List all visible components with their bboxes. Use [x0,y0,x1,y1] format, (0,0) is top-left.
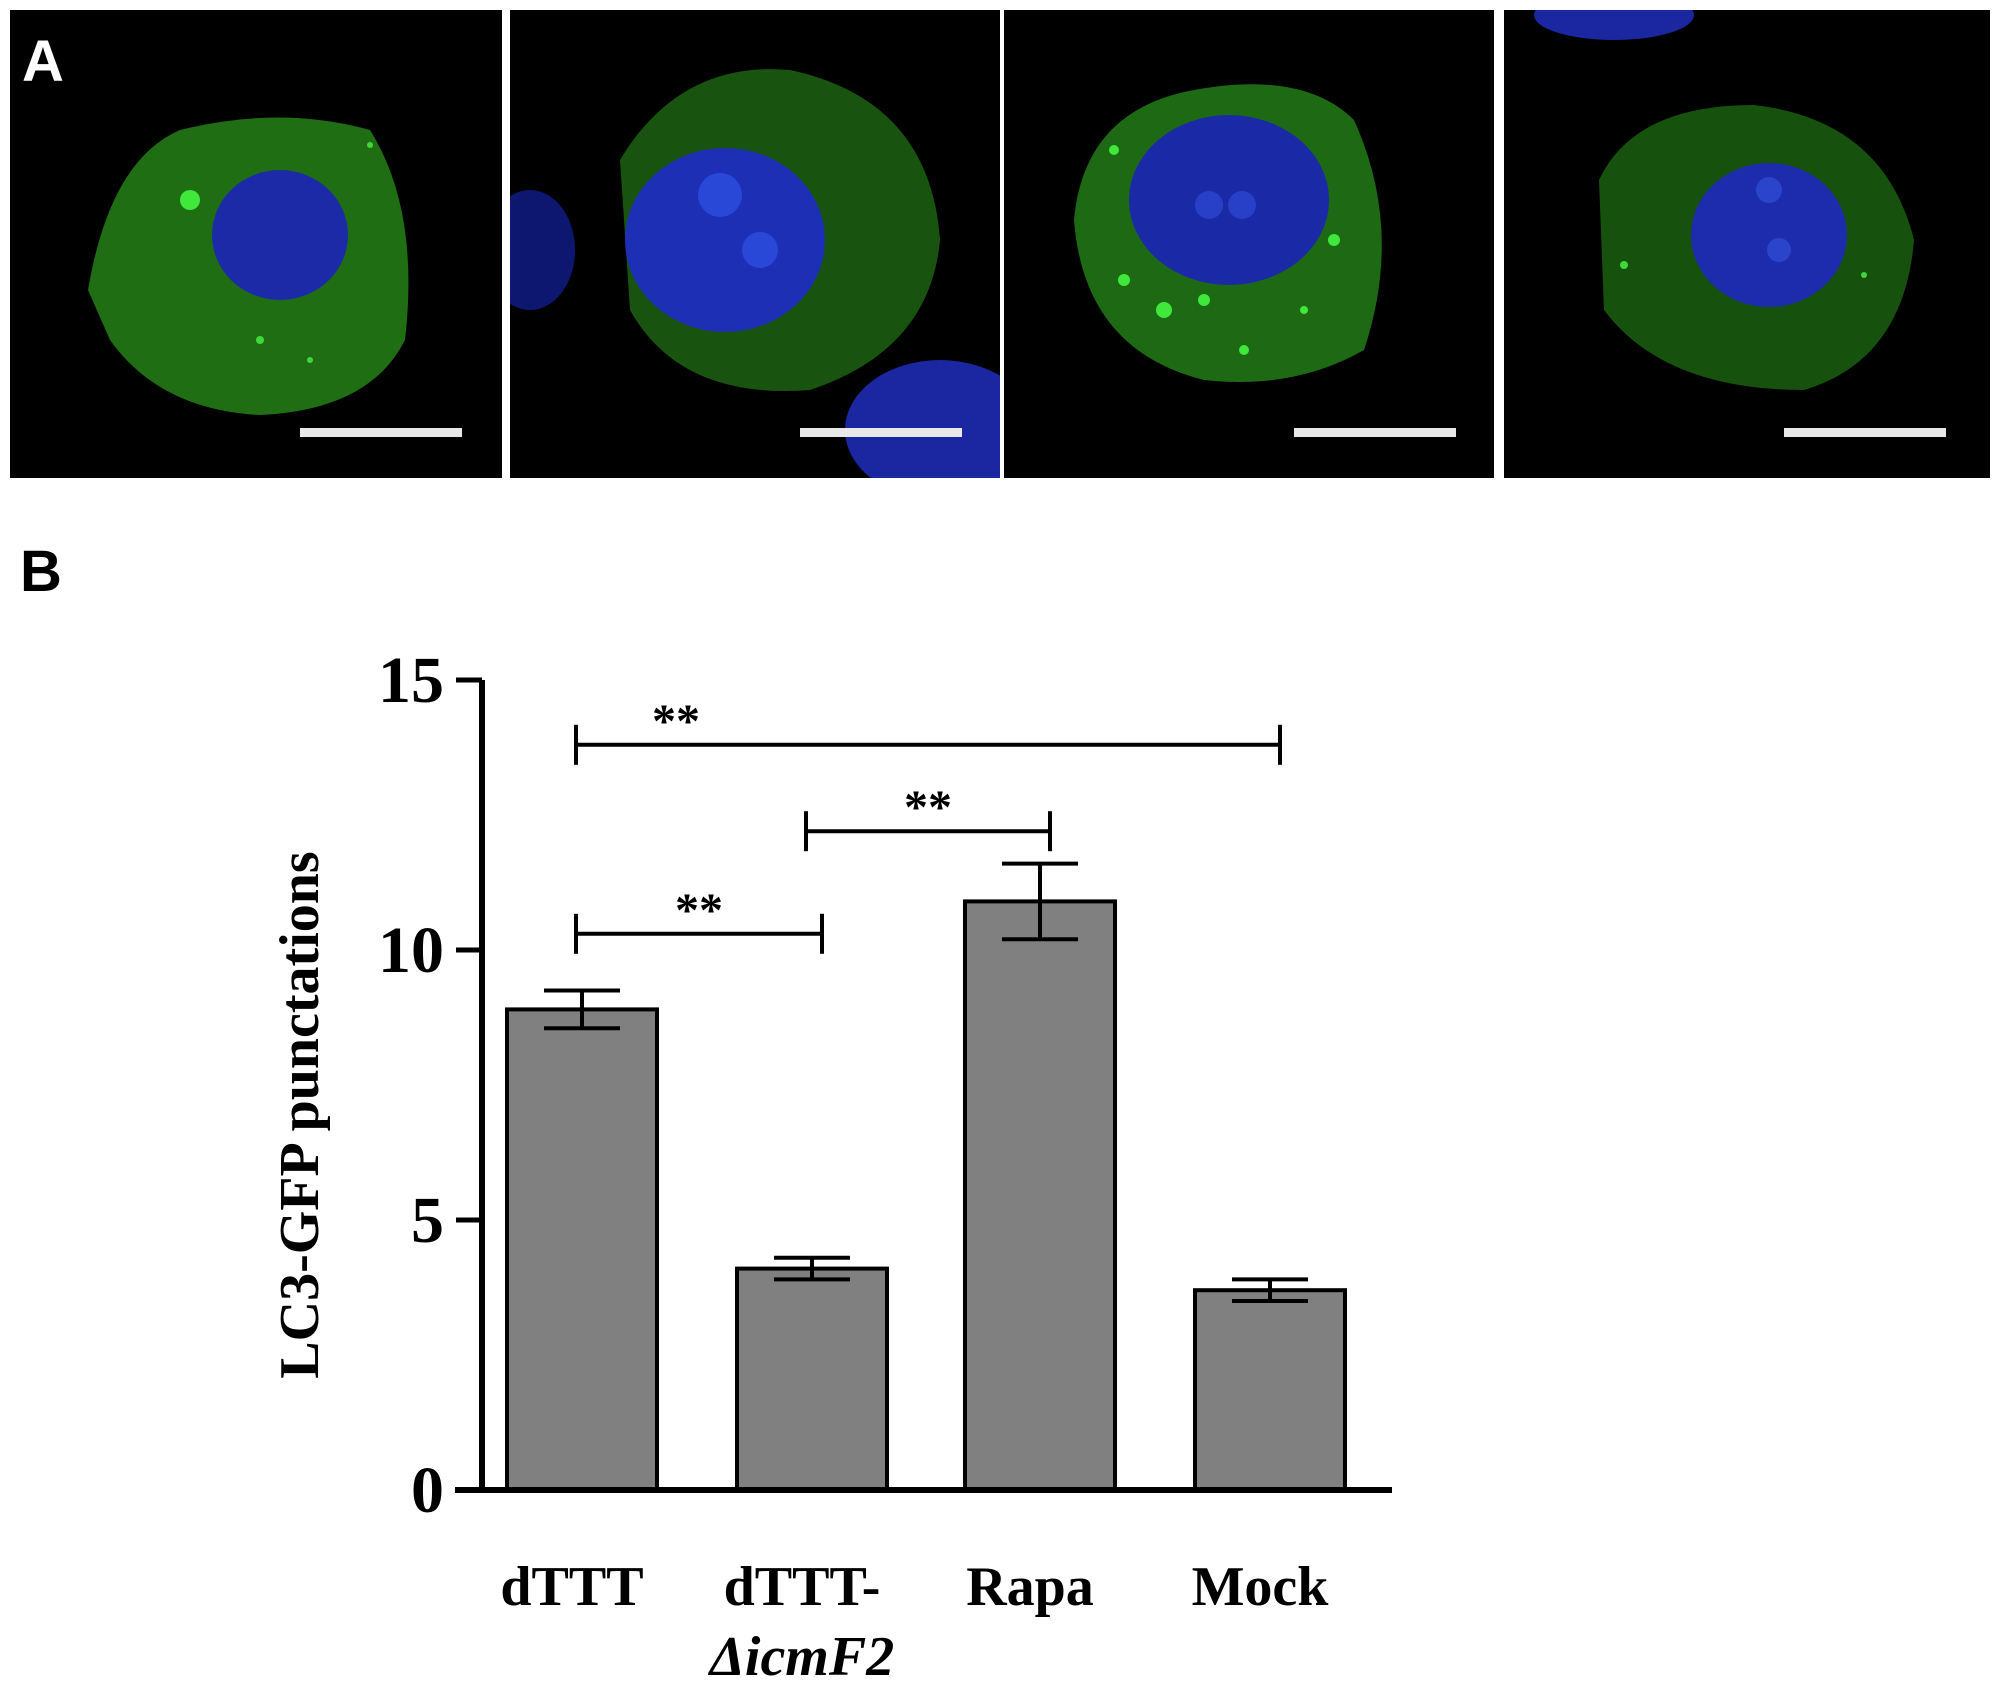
x-tick-label-2: Rapa [966,1556,1094,1618]
bar-3 [1193,1288,1347,1492]
sig-label-2: ** [675,884,723,937]
scale-bar [800,428,962,437]
y-axis-label: LC3-GFP punctations [269,851,331,1378]
panel-label-b: B [20,539,62,604]
y-tick-label-2: 10 [378,914,444,987]
scale-bar [300,428,462,437]
micrograph-rapa [1004,10,1494,478]
micrograph-dttt-icmf2-image [510,10,1000,478]
bar-1 [735,1266,889,1492]
x-tick-label-0: dTTT [500,1556,643,1618]
y-tick-label-1: 5 [411,1184,444,1257]
bar-2 [963,899,1117,1492]
micrograph-dttt [10,10,502,478]
sig-label-1: ** [904,781,952,834]
micrograph-dttt-icmf2 [510,10,1000,478]
y-tick-label-3: 15 [378,644,444,717]
cell-nucleus [625,148,825,332]
scale-bar [1784,428,1946,437]
panel-label-a: A [22,29,64,94]
micrograph-rapa-image [1004,10,1494,478]
cell-nucleus [1691,163,1847,307]
micrograph-mock-image [1504,10,1990,478]
cell-nucleus [212,170,348,300]
sig-label-0: ** [652,695,700,748]
micrograph-mock [1504,10,1990,478]
micrograph-row [10,10,1990,478]
y-tick-label-0: 0 [411,1454,444,1527]
bar-0 [505,1007,659,1493]
x-tick-label-1: dTTT- [724,1556,881,1618]
micrograph-dttt-image [10,10,502,478]
scale-bar [1294,428,1456,437]
x-tick-label-1-line2: ΔicmF2 [708,1626,894,1688]
x-tick-label-3: Mock [1192,1556,1330,1618]
